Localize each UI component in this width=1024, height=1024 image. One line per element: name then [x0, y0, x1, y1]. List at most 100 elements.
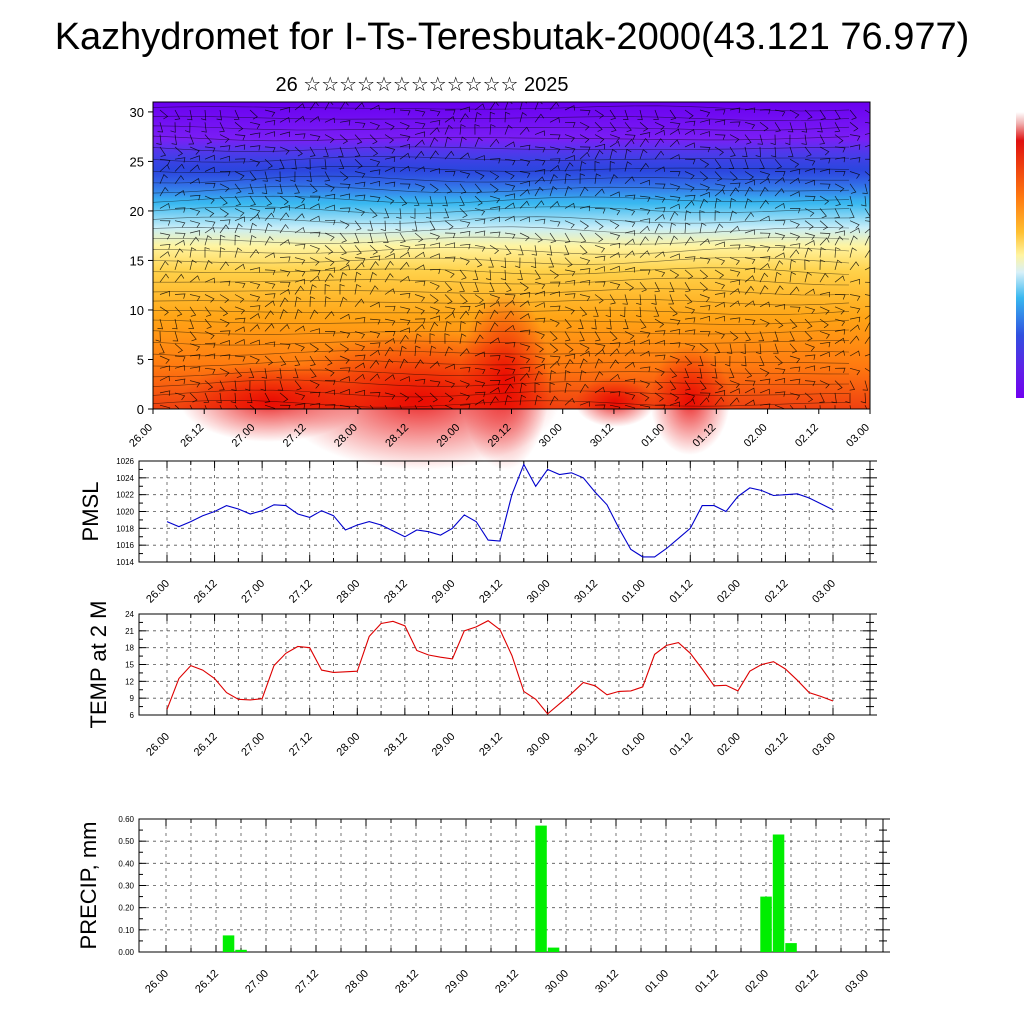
temp-panel-x-tick-label: 02.00: [715, 731, 743, 759]
heatmap-y-tick-label: 0: [137, 402, 144, 417]
precip-panel-y-axis-label: PRECIP, mm: [76, 822, 101, 950]
heatmap-hot-region: [460, 290, 550, 470]
temp-panel-x-tick-label: 28.00: [334, 731, 362, 759]
precip-panel-x-tick-label: 01.00: [643, 968, 671, 996]
precip-panel-bar: [235, 949, 247, 952]
precip-panel-x-tick-label: 29.00: [443, 968, 471, 996]
precip-panel-y-tick-label: 0.20: [118, 904, 134, 913]
pmsl-panel-x-tick-label: 27.12: [287, 578, 315, 606]
pmsl-panel-y-axis-label: PMSL: [78, 482, 103, 542]
pmsl-panel-x-tick-label: 30.00: [525, 578, 553, 606]
temp-panel-y-tick-label: 12: [125, 677, 134, 686]
heatmap-cold-band: [153, 140, 870, 200]
pmsl-panel-y-tick-label: 1024: [116, 474, 134, 483]
heatmap-y-tick-label: 5: [137, 352, 144, 367]
temp-panel-x-tick-label: 03.00: [810, 731, 838, 759]
wind-barbs: [155, 102, 870, 409]
pmsl-panel-y-tick-label: 1020: [116, 508, 134, 517]
precip-panel-x-tick-label: 28.00: [343, 968, 371, 996]
temp-panel-x-tick-label: 29.12: [477, 731, 505, 759]
pmsl-panel-y-tick-label: 1018: [116, 524, 134, 533]
pmsl-panel-series-line: [166, 463, 834, 558]
precip-panel-y-tick-label: 0.00: [118, 948, 134, 957]
precip-panel-bar: [772, 834, 785, 952]
precip-panel-bar: [535, 825, 547, 952]
temp-panel-x-tick-label: 27.00: [239, 731, 267, 759]
temp-panel-y-tick-label: 15: [125, 661, 134, 670]
pmsl-panel-x-tick-label: 02.12: [763, 578, 791, 606]
precip-panel-x-tick-label: 26.12: [193, 968, 221, 996]
temp-panel-x-tick-label: 30.00: [525, 731, 553, 759]
temp-panel: 6 9 12 15 18 21 24 26.00 26.12 27.00 27.12 28.00 28.…: [86, 601, 877, 759]
heatmap-y-tick-label: 10: [130, 303, 144, 318]
heatmap-y-tick-label: 20: [130, 204, 144, 219]
precip-panel-x-tick-label: 02.12: [793, 968, 821, 996]
pmsl-panel-x-tick-label: 28.00: [334, 578, 362, 606]
pmsl-panel-x-tick-label: 26.00: [144, 578, 172, 606]
precip-panel-x-tick-label: 28.12: [393, 968, 421, 996]
heatmap-y-tick-label: 30: [130, 105, 144, 120]
precip-panel-y-tick-label: 0.30: [118, 882, 134, 891]
precip-panel-bar: [222, 935, 235, 952]
pmsl-panel-x-tick-label: 29.00: [430, 578, 458, 606]
heatmap-x-tick-label: 26.00: [127, 422, 155, 450]
precip-panel-x-tick-label: 01.12: [693, 968, 721, 996]
precip-panel-y-tick-label: 0.50: [118, 837, 134, 846]
temp-panel-y-tick-label: 18: [125, 644, 134, 653]
temp-panel-x-tick-label: 01.12: [667, 731, 695, 759]
precip-panel: 0.00 0.10 0.20 0.30 0.40 0.50 0.60 26.00 26.12 27…: [76, 815, 890, 996]
precip-panel-bar: [760, 896, 772, 952]
chart-title: Kazhydromet for I-Ts-Teresbutak-2000(43.…: [54, 16, 970, 58]
temp-panel-x-tick-label: 02.12: [763, 731, 791, 759]
precip-panel-x-tick-label: 30.00: [543, 968, 571, 996]
pmsl-panel-x-tick-label: 29.12: [477, 578, 505, 606]
heatmap-y-tick-label: 15: [130, 253, 144, 268]
precip-panel-x-tick-label: 03.00: [843, 968, 871, 996]
temp-panel-x-tick-label: 01.00: [620, 731, 648, 759]
pmsl-panel-x-tick-label: 30.12: [572, 578, 600, 606]
temp-panel-x-tick-label: 27.12: [287, 731, 315, 759]
precip-panel-x-tick-label: 26.00: [143, 968, 171, 996]
temp-panel-y-tick-label: 6: [130, 711, 135, 720]
pmsl-panel-x-tick-label: 01.12: [667, 578, 695, 606]
pmsl-panel-x-tick-label: 01.00: [620, 578, 648, 606]
temp-panel-y-tick-label: 24: [125, 610, 134, 619]
temp-panel-x-tick-label: 30.12: [572, 731, 600, 759]
pmsl-panel-x-tick-label: 28.12: [382, 578, 410, 606]
temp-panel-x-tick-label: 26.12: [192, 731, 220, 759]
temp-panel-y-tick-label: 21: [125, 627, 134, 636]
precip-panel-bar: [785, 943, 797, 952]
heatmap-x-tick-label: 03.00: [844, 422, 872, 450]
precip-panel-x-tick-label: 30.12: [593, 968, 621, 996]
temp-panel-y-tick-label: 9: [130, 694, 135, 703]
temp-panel-series-line: [166, 620, 834, 715]
heatmap-x-tick-label: 02.12: [793, 422, 821, 450]
temp-panel-x-tick-label: 29.00: [430, 731, 458, 759]
chart-subtitle: 26 ☆☆☆☆☆☆☆☆☆☆☆☆ 2025: [275, 74, 569, 96]
pmsl-panel-y-tick-label: 1014: [116, 558, 134, 567]
pmsl-panel-x-tick-label: 27.00: [239, 578, 267, 606]
pmsl-panel-x-tick-label: 03.00: [810, 578, 838, 606]
precip-panel-x-tick-label: 02.00: [743, 968, 771, 996]
temp-panel-x-tick-label: 28.12: [382, 731, 410, 759]
heatmap-hot-region: [575, 377, 655, 427]
colorbar: [1016, 112, 1024, 398]
precip-panel-y-tick-label: 0.60: [118, 815, 134, 824]
precip-panel-y-tick-label: 0.40: [118, 859, 134, 868]
pmsl-panel-x-tick-label: 26.12: [192, 578, 220, 606]
heatmap-x-tick-label: 02.00: [742, 422, 770, 450]
precip-panel-x-tick-label: 29.12: [493, 968, 521, 996]
pmsl-panel-y-tick-label: 1016: [116, 541, 134, 550]
temp-panel-y-axis-label: TEMP at 2 M: [86, 601, 111, 729]
pmsl-panel-y-tick-label: 1022: [116, 491, 134, 500]
heatmap-y-tick-label: 25: [130, 154, 144, 169]
precip-panel-y-tick-label: 0.10: [118, 926, 134, 935]
precip-panel-x-tick-label: 27.12: [293, 968, 321, 996]
heatmap-contours: [153, 105, 850, 408]
precip-panel-bar: [547, 947, 560, 952]
temp-panel-x-tick-label: 26.00: [144, 731, 172, 759]
precip-panel-x-tick-label: 27.00: [243, 968, 271, 996]
